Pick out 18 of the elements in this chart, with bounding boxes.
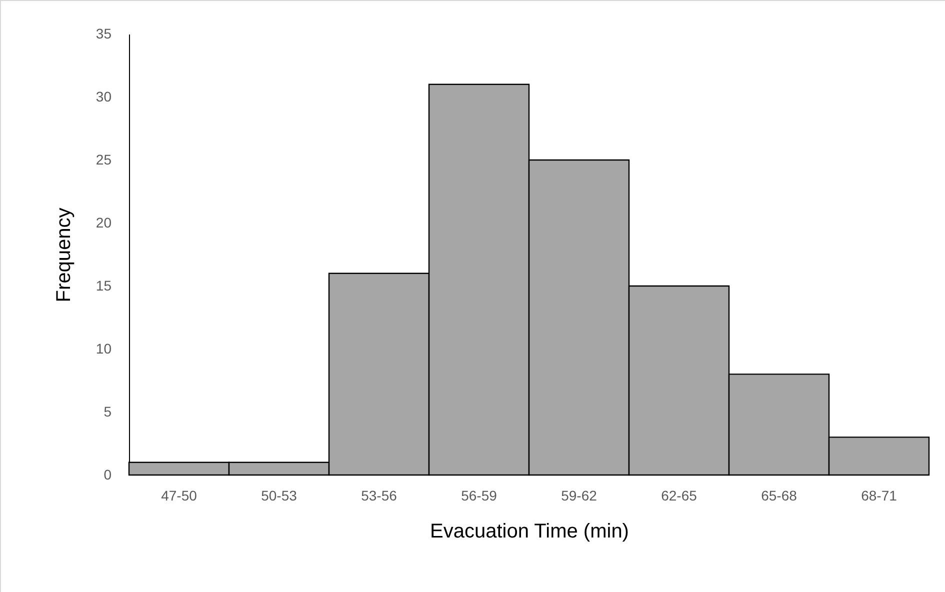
x-tick-label: 65-68 bbox=[761, 488, 798, 504]
x-tick-label: 59-62 bbox=[561, 488, 598, 504]
y-axis-title: Frequency bbox=[52, 208, 75, 302]
y-tick-label: 15 bbox=[96, 278, 112, 294]
y-tick-label: 20 bbox=[96, 214, 112, 230]
x-tick-label: 47-50 bbox=[161, 488, 198, 504]
y-tick-label: 30 bbox=[96, 88, 112, 104]
y-tick-label: 0 bbox=[104, 466, 112, 482]
x-tick-label: 62-65 bbox=[661, 488, 698, 504]
x-tick-label: 56-59 bbox=[461, 488, 498, 504]
y-tick-label: 35 bbox=[96, 26, 112, 42]
y-tick-label: 10 bbox=[96, 340, 112, 356]
y-tick-label: 5 bbox=[104, 404, 112, 420]
x-axis-title: Evacuation Time (min) bbox=[430, 520, 629, 542]
x-tick-label: 68-71 bbox=[861, 488, 898, 504]
x-tick-label: 50-53 bbox=[261, 488, 298, 504]
x-tick-label: 53-56 bbox=[361, 488, 398, 504]
y-tick-label: 25 bbox=[96, 152, 112, 168]
